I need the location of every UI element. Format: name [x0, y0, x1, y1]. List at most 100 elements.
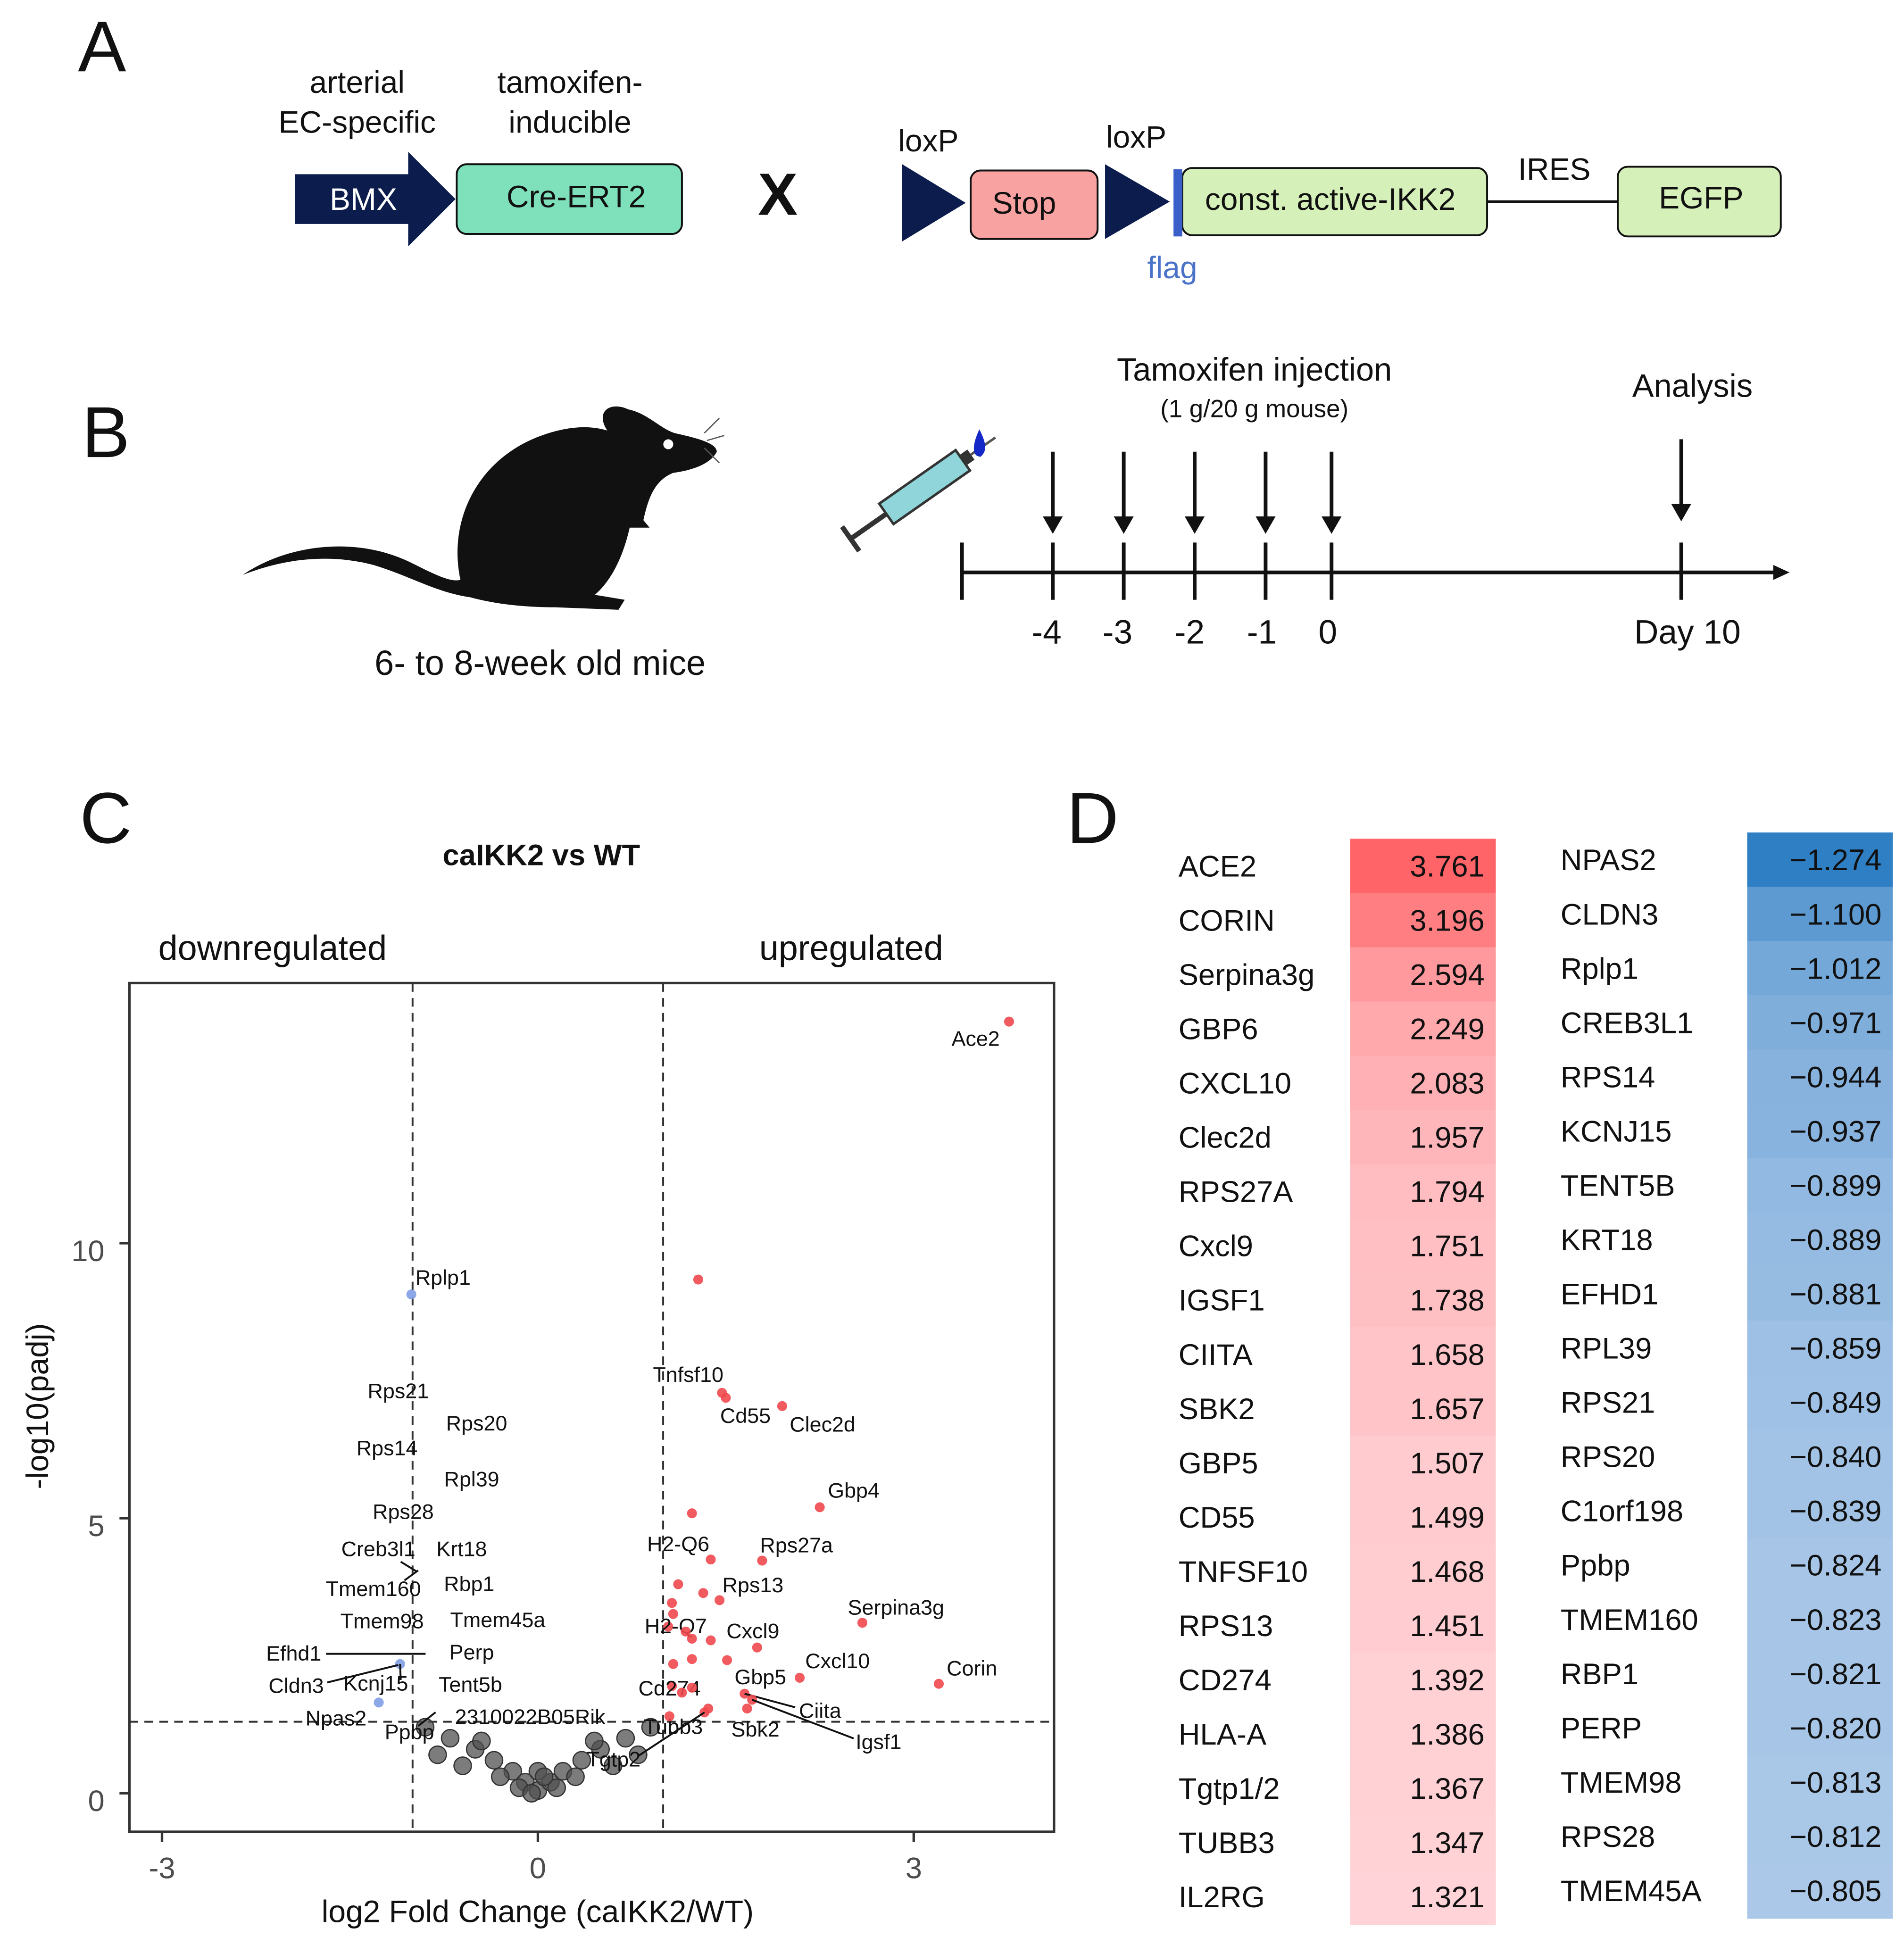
- cell-value: 2.594: [1410, 958, 1484, 991]
- gene-name: RPS28: [1561, 1820, 1655, 1854]
- plot-frame: [128, 981, 1056, 1833]
- gene-name: Clec2d: [1179, 1122, 1272, 1155]
- y-tick-label: 5: [88, 1510, 104, 1543]
- cell-value: 1.347: [1410, 1827, 1484, 1860]
- cell-value: 1.499: [1410, 1501, 1484, 1534]
- gene-name: PERP: [1561, 1712, 1642, 1745]
- label: Analysis: [1632, 367, 1753, 404]
- leader-line: [417, 1712, 436, 1727]
- gene-annotation: Tent5b: [439, 1672, 502, 1696]
- cell-value: −0.820: [1789, 1712, 1881, 1745]
- point: [566, 1767, 585, 1787]
- gene-name: TMEM160: [1561, 1604, 1698, 1637]
- cell-value: −0.937: [1789, 1115, 1881, 1148]
- point: [681, 1626, 691, 1637]
- arrow-head: [1043, 516, 1063, 534]
- panel-b: B 6- to 8-week old mice Tamoxifen inject…: [82, 351, 1790, 682]
- gene-name: TUBB3: [1179, 1827, 1275, 1860]
- heat-cell: [1747, 1700, 1893, 1756]
- annotation: upregulated: [759, 928, 943, 967]
- gene-name: CXCL10: [1179, 1067, 1291, 1100]
- point: [667, 1598, 677, 1608]
- heat-cell: [1350, 1870, 1496, 1925]
- point: [629, 1745, 648, 1764]
- label: loxP: [898, 123, 958, 158]
- cell-value: 3.196: [1410, 904, 1484, 937]
- point: [668, 1609, 678, 1619]
- leader-line: [327, 1664, 399, 1684]
- heat-cell: [1747, 1321, 1893, 1376]
- point: [933, 1679, 944, 1689]
- point: [668, 1659, 678, 1669]
- panel-letter: D: [1066, 778, 1119, 858]
- label: flag: [1147, 250, 1197, 285]
- panel-c: C caIKK2 vs WT downregulated upregulated…: [20, 778, 1056, 1928]
- label: Tamoxifen injection: [1117, 351, 1392, 388]
- gene-annotation: Rps21: [368, 1379, 429, 1403]
- mouse-icon: [242, 406, 717, 610]
- heat-cell: [1747, 1863, 1893, 1919]
- point-label: Cxcl10: [805, 1649, 870, 1673]
- heat-cell: [1350, 1001, 1496, 1057]
- gene-name: RPS13: [1179, 1610, 1273, 1643]
- label: BMX: [330, 182, 397, 216]
- point-label: Sbk2: [732, 1717, 780, 1741]
- cell-value: −0.812: [1789, 1820, 1881, 1854]
- leader-line: [751, 1699, 854, 1739]
- point: [752, 1642, 762, 1653]
- cell-value: −0.971: [1789, 1006, 1881, 1039]
- arrow-head: [1114, 516, 1134, 534]
- point-label: Kcnj15: [343, 1671, 408, 1695]
- point-label: Rplp1: [416, 1265, 471, 1289]
- gene-name: EFHD1: [1561, 1278, 1659, 1311]
- gene-box: [970, 169, 1099, 240]
- cell-value: −0.821: [1789, 1658, 1881, 1691]
- point: [604, 1756, 623, 1775]
- label: inducible: [508, 104, 631, 139]
- loxp-site: [1105, 164, 1170, 239]
- cell-value: 3.761: [1410, 850, 1484, 883]
- gene-name: Serpina3g: [1179, 958, 1315, 991]
- point: [453, 1756, 472, 1775]
- gene-name: RPL39: [1561, 1332, 1652, 1365]
- panel-letter: B: [82, 392, 130, 473]
- point: [715, 1595, 725, 1605]
- annotation: downregulated: [158, 928, 387, 967]
- point: [687, 1654, 697, 1664]
- cell-value: −0.823: [1789, 1604, 1881, 1637]
- point-label: Cxcl9: [726, 1619, 779, 1643]
- point-label: Clec2d: [790, 1413, 856, 1437]
- heat-cell: [1350, 1381, 1496, 1437]
- point-label: Rps27a: [760, 1533, 833, 1557]
- gene-annotation: Rps14: [357, 1436, 418, 1460]
- cell-value: 1.367: [1410, 1772, 1484, 1805]
- point-label: H2-Q6: [647, 1532, 709, 1556]
- gene-annotation: Rps20: [446, 1411, 507, 1435]
- point: [428, 1745, 447, 1764]
- point-label: Ciita: [799, 1698, 841, 1722]
- cell-value: −0.839: [1789, 1495, 1881, 1528]
- gene-annotation: Tmem45a: [450, 1608, 546, 1632]
- arrow-head: [1671, 504, 1691, 522]
- label: IRES: [1518, 152, 1591, 187]
- point: [441, 1729, 460, 1748]
- cell-value: −0.824: [1789, 1549, 1881, 1582]
- mouse-eye: [663, 439, 673, 449]
- point-label: Serpina3g: [848, 1595, 944, 1619]
- gene-name: CD274: [1179, 1664, 1272, 1697]
- cell-value: 1.321: [1410, 1881, 1484, 1914]
- timeline-label: -4: [1031, 614, 1061, 651]
- heat-cell: [1747, 1646, 1893, 1702]
- flag-tag: [1173, 169, 1182, 237]
- label: Cre-ERT2: [507, 179, 646, 214]
- heat-cell: [1747, 1158, 1893, 1214]
- gene-name: CIITA: [1179, 1338, 1253, 1371]
- panel-letter: C: [80, 778, 132, 858]
- timeline-label: Day 10: [1634, 614, 1741, 651]
- point: [693, 1274, 703, 1285]
- label: EGFP: [1659, 180, 1744, 215]
- point: [472, 1731, 491, 1751]
- gene-annotation: Rbp1: [444, 1571, 494, 1596]
- panel-d: D: [1066, 778, 1119, 858]
